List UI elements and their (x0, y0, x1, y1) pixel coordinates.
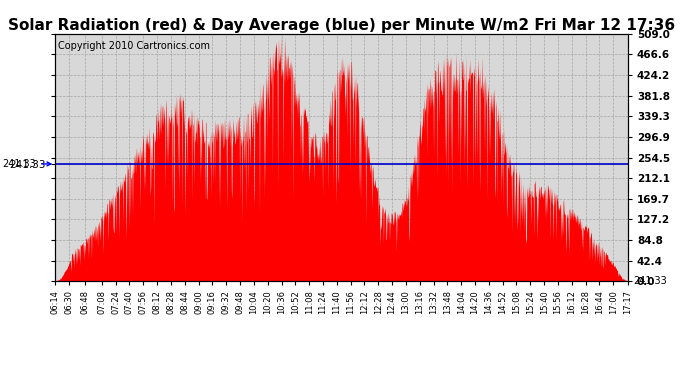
Title: Solar Radiation (red) & Day Average (blue) per Minute W/m2 Fri Mar 12 17:36: Solar Radiation (red) & Day Average (blu… (8, 18, 675, 33)
Text: 241.33: 241.33 (633, 276, 667, 286)
Text: 241.33: 241.33 (3, 159, 51, 169)
Text: Copyright 2010 Cartronics.com: Copyright 2010 Cartronics.com (58, 41, 210, 51)
